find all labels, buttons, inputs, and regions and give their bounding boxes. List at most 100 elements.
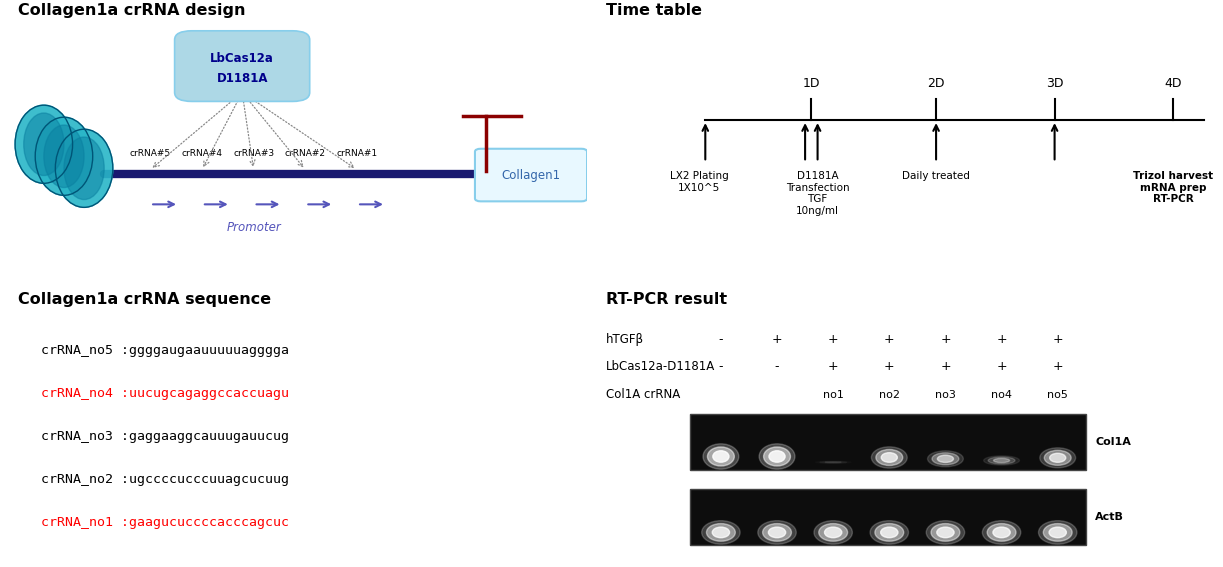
- Text: Daily treated: Daily treated: [903, 171, 970, 181]
- Ellipse shape: [55, 129, 113, 208]
- Ellipse shape: [932, 453, 959, 465]
- Ellipse shape: [993, 458, 1010, 463]
- Text: D1181A: D1181A: [216, 71, 268, 84]
- Text: crRNA#1: crRNA#1: [336, 149, 378, 158]
- Text: LbCas12a-D1181A: LbCas12a-D1181A: [605, 361, 714, 374]
- Text: crRNA#4: crRNA#4: [181, 149, 223, 158]
- Ellipse shape: [712, 527, 730, 538]
- Text: crRNA_no4 :uucugcagaggccaccuagu: crRNA_no4 :uucugcagaggccaccuagu: [42, 387, 289, 400]
- Ellipse shape: [1044, 450, 1071, 466]
- Text: crRNA#5: crRNA#5: [130, 149, 171, 158]
- Ellipse shape: [874, 523, 904, 541]
- Ellipse shape: [759, 444, 795, 469]
- Text: +: +: [772, 333, 783, 346]
- Ellipse shape: [769, 451, 785, 462]
- Text: Col1A crRNA: Col1A crRNA: [605, 388, 680, 401]
- Ellipse shape: [982, 521, 1021, 544]
- Text: Col1A: Col1A: [1095, 437, 1131, 447]
- Ellipse shape: [44, 125, 84, 188]
- Ellipse shape: [937, 527, 954, 538]
- Text: hTGFβ: hTGFβ: [605, 333, 643, 346]
- Ellipse shape: [818, 523, 848, 541]
- Text: +: +: [1053, 361, 1063, 374]
- Ellipse shape: [702, 521, 740, 544]
- Ellipse shape: [815, 521, 852, 544]
- Ellipse shape: [703, 444, 739, 469]
- Text: no4: no4: [991, 390, 1013, 400]
- Ellipse shape: [937, 455, 954, 463]
- Text: 4D: 4D: [1164, 77, 1181, 90]
- FancyBboxPatch shape: [175, 31, 309, 101]
- Text: ActB: ActB: [1095, 512, 1124, 522]
- Text: crRNA_no3 :gaggaaggcauuugauucug: crRNA_no3 :gaggaaggcauuugauucug: [42, 430, 289, 443]
- Text: LX2 Plating
1X10^5: LX2 Plating 1X10^5: [670, 171, 729, 193]
- Text: Trizol harvest
mRNA prep
RT-PCR: Trizol harvest mRNA prep RT-PCR: [1132, 171, 1213, 205]
- Ellipse shape: [15, 105, 72, 183]
- FancyBboxPatch shape: [475, 149, 587, 201]
- Text: Collagen1a crRNA design: Collagen1a crRNA design: [18, 3, 246, 18]
- Ellipse shape: [763, 447, 790, 466]
- Ellipse shape: [1049, 453, 1065, 462]
- Ellipse shape: [768, 527, 785, 538]
- Text: +: +: [828, 333, 839, 346]
- Text: +: +: [940, 333, 950, 346]
- Ellipse shape: [758, 521, 796, 544]
- Text: crRNA_no1 :gaagucuccccacccagcuc: crRNA_no1 :gaagucuccccacccagcuc: [42, 516, 289, 529]
- Ellipse shape: [23, 113, 64, 176]
- Text: no5: no5: [1047, 390, 1068, 400]
- Ellipse shape: [870, 521, 909, 544]
- Text: -: -: [775, 361, 779, 374]
- Ellipse shape: [824, 527, 841, 538]
- Text: -: -: [719, 333, 723, 346]
- Text: 1D: 1D: [802, 77, 821, 90]
- Ellipse shape: [1049, 527, 1066, 538]
- Ellipse shape: [707, 523, 735, 541]
- Ellipse shape: [876, 450, 903, 466]
- Ellipse shape: [1038, 521, 1077, 544]
- Ellipse shape: [872, 447, 907, 468]
- Text: +: +: [884, 361, 894, 374]
- Text: -: -: [719, 361, 723, 374]
- Text: +: +: [997, 333, 1007, 346]
- Text: no3: no3: [936, 390, 956, 400]
- Ellipse shape: [988, 457, 1015, 464]
- Ellipse shape: [931, 523, 960, 541]
- Ellipse shape: [926, 521, 965, 544]
- Text: LbCas12a: LbCas12a: [210, 52, 274, 65]
- Text: crRNA#3: crRNA#3: [234, 149, 274, 158]
- Text: Collagen1a crRNA sequence: Collagen1a crRNA sequence: [18, 292, 272, 307]
- Ellipse shape: [993, 527, 1010, 538]
- Ellipse shape: [64, 137, 104, 200]
- Text: +: +: [997, 361, 1007, 374]
- Text: crRNA_no5 :ggggaugaauuuuuagggga: crRNA_no5 :ggggaugaauuuuuagggga: [42, 344, 289, 357]
- Text: Collagen1: Collagen1: [501, 168, 560, 181]
- Text: crRNA#2: crRNA#2: [285, 149, 325, 158]
- Text: +: +: [884, 333, 894, 346]
- Bar: [690, 489, 1086, 545]
- Text: 2D: 2D: [927, 77, 945, 90]
- Text: no1: no1: [823, 390, 844, 400]
- Ellipse shape: [983, 456, 1020, 465]
- Text: +: +: [828, 361, 839, 374]
- Ellipse shape: [826, 462, 841, 463]
- Ellipse shape: [707, 447, 734, 466]
- Text: Time table: Time table: [605, 3, 702, 18]
- Text: 3D: 3D: [1046, 77, 1063, 90]
- Text: D1181A
Transfection
TGF
10ng/ml: D1181A Transfection TGF 10ng/ml: [785, 171, 850, 216]
- Text: +: +: [940, 361, 950, 374]
- Ellipse shape: [881, 527, 898, 538]
- Ellipse shape: [1040, 448, 1075, 468]
- Ellipse shape: [987, 523, 1016, 541]
- Ellipse shape: [763, 523, 791, 541]
- Ellipse shape: [882, 452, 898, 462]
- Ellipse shape: [927, 451, 964, 467]
- Text: Promoter: Promoter: [226, 221, 281, 234]
- Text: RT-PCR result: RT-PCR result: [605, 292, 726, 307]
- Bar: [690, 414, 1086, 469]
- Ellipse shape: [1043, 523, 1073, 541]
- Text: no2: no2: [879, 390, 900, 400]
- Ellipse shape: [35, 117, 93, 195]
- Text: +: +: [1053, 333, 1063, 346]
- Text: crRNA_no2 :ugccccucccuuagcucuug: crRNA_no2 :ugccccucccuuagcucuug: [42, 473, 289, 486]
- Ellipse shape: [713, 451, 729, 462]
